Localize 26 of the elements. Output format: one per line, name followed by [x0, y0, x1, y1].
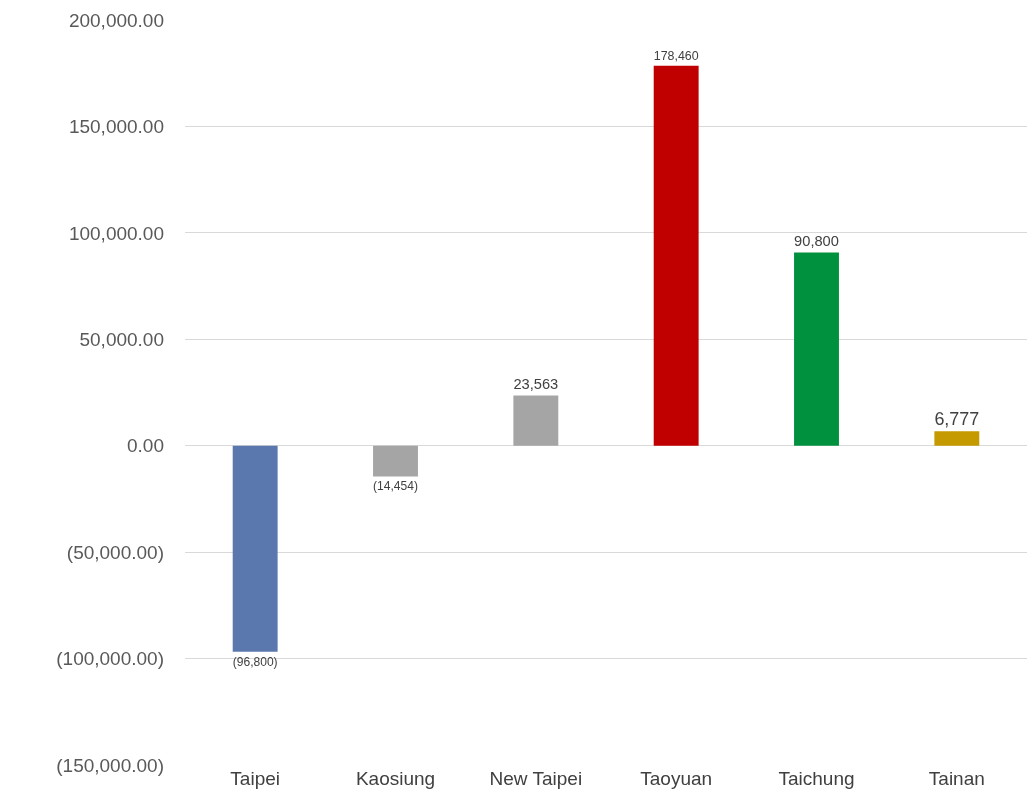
y-tick-label: (100,000.00) [56, 648, 164, 670]
data-label: (96,800) [232, 654, 278, 669]
bar [232, 445, 278, 652]
data-label: 178,460 [653, 49, 699, 64]
y-tick-label: 200,000.00 [68, 9, 164, 31]
x-tick-label: Taoyuan [640, 768, 713, 789]
x-tick-label: Kaosiung [355, 768, 436, 789]
y-tick-label: 150,000.00 [68, 116, 164, 138]
bar [653, 65, 699, 446]
y-tick-label: (50,000.00) [66, 541, 164, 563]
data-label: 90,800 [794, 233, 839, 250]
bar [934, 431, 980, 446]
data-label: 6,777 [934, 408, 980, 429]
y-tick-label: 100,000.00 [68, 222, 164, 244]
y-tick-label: 50,000.00 [79, 328, 164, 350]
x-tick-label: Taichung [778, 768, 855, 789]
x-tick-label: Tainan [928, 768, 985, 789]
x-tick-label: New Taipei [489, 768, 583, 789]
bar [513, 395, 559, 446]
data-label: (14,454) [373, 479, 418, 494]
data-label: 23,563 [513, 376, 559, 393]
y-tick-label: (150,000.00) [56, 754, 164, 776]
x-tick-label: Taipei [230, 768, 280, 789]
bar [794, 252, 839, 446]
bar [373, 445, 418, 477]
y-tick-label: 0.00 [127, 435, 164, 457]
